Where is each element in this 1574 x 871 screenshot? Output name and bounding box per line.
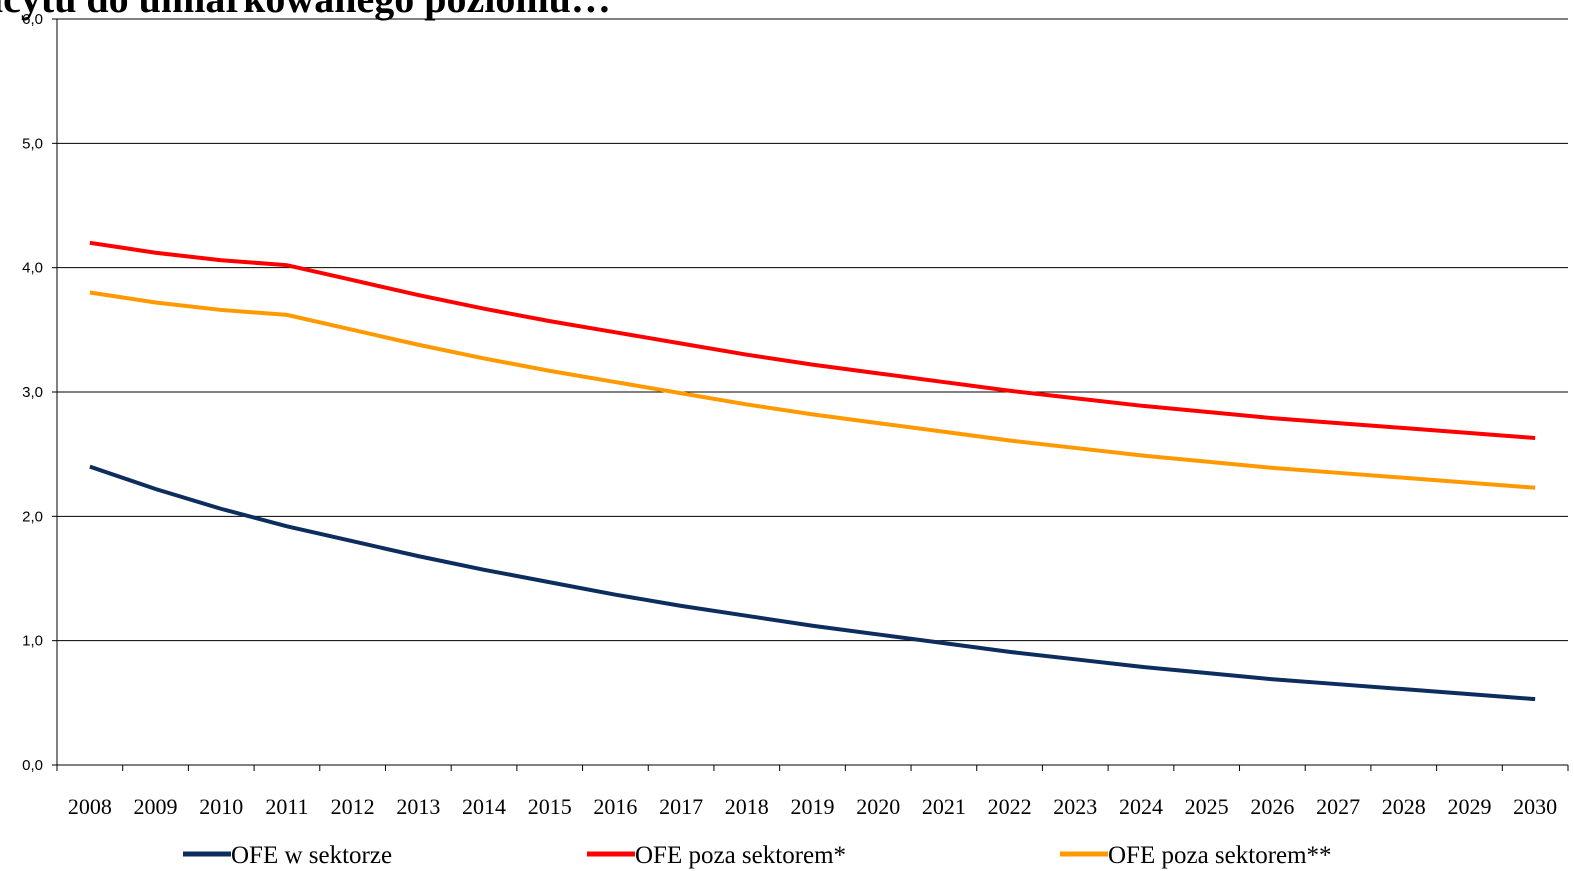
x-tick-label: 2028 [1382,794,1426,819]
x-tick-label: 2019 [791,794,835,819]
x-tick-label: 2016 [593,794,637,819]
y-tick-label: 3,0 [22,384,43,401]
y-tick-label: 4,0 [22,260,43,277]
line-series [89,290,1536,490]
x-tick-label: 2029 [1447,794,1491,819]
chart-title: icytu do umiarkowanego poziomu… [0,0,611,21]
legend-label: OFE w sektorze [231,842,392,869]
x-tick-label: 2013 [396,794,440,819]
x-tick-label: 2022 [988,794,1032,819]
y-tick-label: 0,0 [22,757,43,774]
x-tick-label: 2021 [922,794,966,819]
y-tick-label: 2,0 [22,508,43,525]
x-tick-label: 2025 [1185,794,1229,819]
x-tick-label: 2026 [1250,794,1294,819]
x-tick-label: 2009 [134,794,178,819]
x-tick-label: 2017 [659,794,703,819]
x-tick-label: 2027 [1316,794,1360,819]
line-series [89,464,1536,702]
x-tick-label: 2020 [856,794,900,819]
x-tick-label: 2008 [68,794,112,819]
x-tick-label: 2024 [1119,794,1163,819]
y-tick-label: 6,0 [22,11,43,28]
legend-label: OFE poza sektorem** [1108,842,1332,869]
line-series [89,240,1536,440]
y-tick-label: 5,0 [22,135,43,152]
x-tick-label: 2014 [462,794,506,819]
x-tick-label: 2018 [725,794,769,819]
x-tick-label: 2011 [265,794,308,819]
x-tick-label: 2010 [199,794,243,819]
legend-label: OFE poza sektorem* [635,842,846,869]
y-tick-label: 1,0 [22,633,43,650]
x-tick-label: 2023 [1053,794,1097,819]
x-tick-label: 2012 [331,794,375,819]
x-tick-label: 2015 [528,794,572,819]
x-tick-label: 2030 [1513,794,1557,819]
